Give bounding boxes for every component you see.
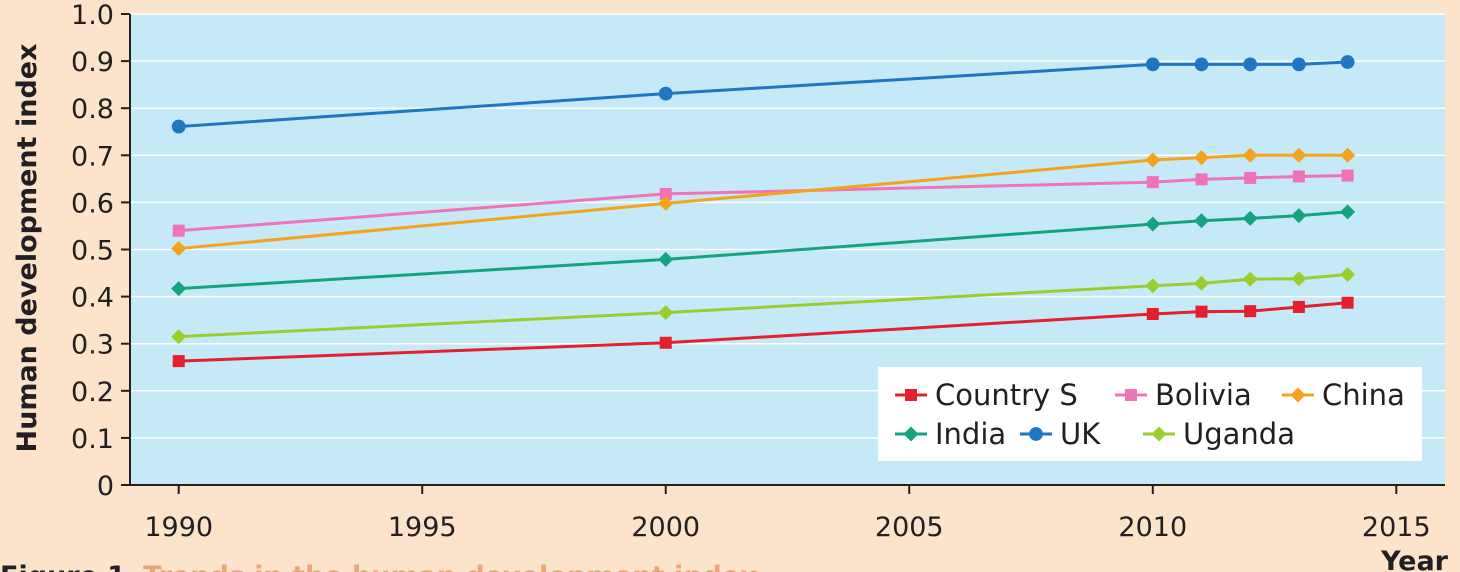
- series-china: [171, 147, 1356, 257]
- data-point-uk: [171, 119, 186, 134]
- data-point-china: [1291, 147, 1307, 163]
- legend-entry-bolivia: Bolivia: [1115, 378, 1252, 412]
- series-india: [171, 204, 1356, 297]
- y-tick-label: 0.8: [71, 94, 114, 125]
- legend-label: China: [1322, 378, 1405, 412]
- y-axis-ticks: 0 0.1 0.2 0.3 0.4 0.5 0.6 0.7 0.8 0.9 1.0: [71, 0, 130, 502]
- data-point-bolivia: [659, 187, 672, 200]
- legend-swatch-marker: [903, 426, 919, 442]
- legend-swatch-marker: [1151, 426, 1167, 442]
- data-point-india: [1242, 210, 1258, 226]
- x-tick-label: 2010: [1118, 512, 1187, 543]
- x-tick-label: 2000: [631, 512, 700, 543]
- legend-entry-uk: UK: [1020, 417, 1101, 451]
- data-point-country-s: [172, 355, 185, 368]
- series-bolivia: [172, 169, 1354, 237]
- data-point-india: [1340, 204, 1356, 220]
- y-tick-label: 0.3: [71, 330, 114, 361]
- data-point-bolivia: [1341, 169, 1354, 182]
- x-tick-label: 1995: [388, 512, 457, 543]
- legend-label: UK: [1060, 417, 1101, 451]
- data-point-country-s: [659, 336, 672, 349]
- data-point-bolivia: [1292, 170, 1305, 183]
- legend-label: Bolivia: [1155, 378, 1252, 412]
- data-point-bolivia: [172, 224, 185, 237]
- caption-text: Trends in the human development index: [143, 561, 757, 572]
- figure-caption: Figure 1 Trends in the human development…: [0, 561, 758, 572]
- legend-swatch-marker: [1125, 389, 1137, 401]
- y-axis-label: Human development index: [12, 44, 43, 453]
- legend-entry-china: China: [1282, 378, 1405, 412]
- x-axis-ticks: 1990 1995 2000 2005 2010 2015: [144, 485, 1431, 543]
- y-tick-label: 0.4: [71, 283, 114, 314]
- data-point-india: [1291, 208, 1307, 224]
- data-point-bolivia: [1195, 173, 1208, 186]
- y-tick-label: 0.2: [71, 377, 114, 408]
- data-point-uganda: [1242, 271, 1258, 287]
- legend-swatch-marker: [1290, 387, 1306, 403]
- data-point-uganda: [1145, 278, 1161, 294]
- x-tick-label: 2015: [1362, 512, 1431, 543]
- data-point-china: [1145, 152, 1161, 168]
- legend-entry-uganda: Uganda: [1143, 417, 1295, 451]
- data-point-china: [658, 195, 674, 211]
- y-tick-label: 1.0: [71, 0, 114, 31]
- data-point-country-s: [1244, 305, 1257, 318]
- legend-box: [878, 367, 1422, 461]
- y-tick-label: 0: [97, 471, 114, 502]
- data-point-country-s: [1341, 296, 1354, 309]
- series-country-s: [172, 296, 1354, 368]
- x-axis-label: Year: [1380, 546, 1449, 572]
- data-point-china: [1193, 150, 1209, 166]
- data-point-uganda: [1291, 271, 1307, 287]
- y-tick-label: 0.7: [71, 141, 114, 172]
- data-point-uganda: [1193, 275, 1209, 291]
- y-tick-label: 0.9: [71, 47, 114, 78]
- series-layer: [171, 55, 1356, 368]
- legend-label: India: [935, 417, 1006, 451]
- legend: Country S Bolivia China India UK Uganda: [878, 367, 1422, 461]
- x-tick-label: 2005: [875, 512, 944, 543]
- legend-label: Uganda: [1183, 417, 1295, 451]
- data-point-uganda: [171, 329, 187, 345]
- legend-swatch-marker: [905, 389, 917, 401]
- series-uk: [171, 55, 1355, 134]
- data-point-china: [171, 241, 187, 257]
- data-point-india: [171, 281, 187, 297]
- data-point-country-s: [1292, 300, 1305, 313]
- y-tick-label: 0.1: [71, 424, 114, 455]
- data-point-china: [1340, 147, 1356, 163]
- data-point-uganda: [658, 305, 674, 321]
- legend-swatch-marker: [1029, 427, 1043, 441]
- data-point-india: [1145, 216, 1161, 232]
- data-point-uk: [1145, 57, 1160, 72]
- data-point-china: [1242, 147, 1258, 163]
- x-tick-label: 1990: [144, 512, 213, 543]
- data-point-india: [658, 251, 674, 267]
- data-point-uk: [1340, 55, 1355, 69]
- y-tick-label: 0.6: [71, 188, 114, 219]
- data-point-uk: [658, 86, 673, 101]
- data-point-uk: [1243, 57, 1258, 72]
- caption-number: Figure 1: [0, 561, 126, 572]
- data-point-uganda: [1340, 266, 1356, 282]
- data-point-india: [1193, 213, 1209, 229]
- legend-entry-country-s: Country S: [895, 378, 1078, 412]
- data-point-bolivia: [1244, 171, 1257, 184]
- data-point-uk: [1194, 57, 1209, 72]
- data-point-uk: [1291, 57, 1306, 72]
- data-point-country-s: [1146, 308, 1159, 321]
- legend-label: Country S: [935, 378, 1078, 412]
- y-tick-label: 0.5: [71, 236, 114, 267]
- data-point-bolivia: [1146, 176, 1159, 189]
- data-point-country-s: [1195, 305, 1208, 318]
- legend-entry-india: India: [895, 417, 1006, 451]
- series-uganda: [171, 266, 1356, 345]
